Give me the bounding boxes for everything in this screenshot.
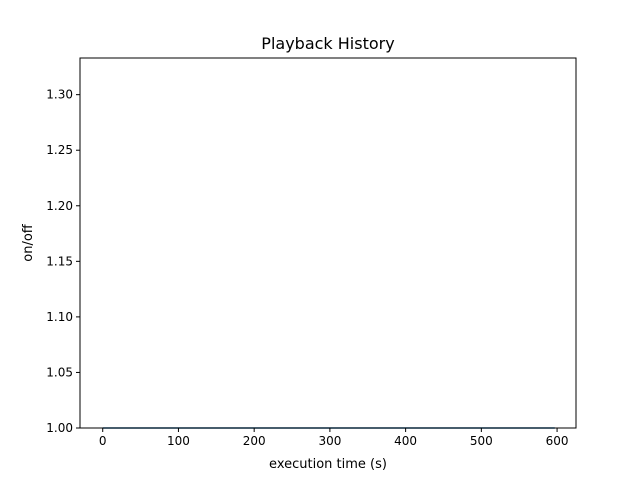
x-axis-ticks: 0 100 200 300 400 500 600 <box>99 428 569 448</box>
y-tick-label: 1.30 <box>46 88 73 102</box>
y-axis-ticks: 1.00 1.05 1.10 1.15 1.20 1.25 1.30 <box>46 88 80 435</box>
y-tick-label: 1.15 <box>46 254 73 268</box>
y-tick-label: 1.20 <box>46 199 73 213</box>
y-tick-label: 1.25 <box>46 143 73 157</box>
x-tick-label: 200 <box>243 434 266 448</box>
plot-frame <box>79 57 577 429</box>
x-tick-label: 100 <box>167 434 190 448</box>
plot-area <box>80 58 576 428</box>
x-axis-label: execution time (s) <box>269 457 387 472</box>
x-tick-label: 300 <box>318 434 341 448</box>
x-tick-label: 400 <box>394 434 417 448</box>
y-tick-label: 1.00 <box>46 421 73 435</box>
chart-title: Playback History <box>261 34 394 53</box>
y-tick-label: 1.05 <box>46 365 73 379</box>
x-tick-label: 600 <box>546 434 569 448</box>
x-tick-label: 0 <box>99 434 107 448</box>
x-tick-label: 500 <box>470 434 493 448</box>
y-axis-label: on/off <box>21 223 36 262</box>
y-tick-label: 1.10 <box>46 310 73 324</box>
